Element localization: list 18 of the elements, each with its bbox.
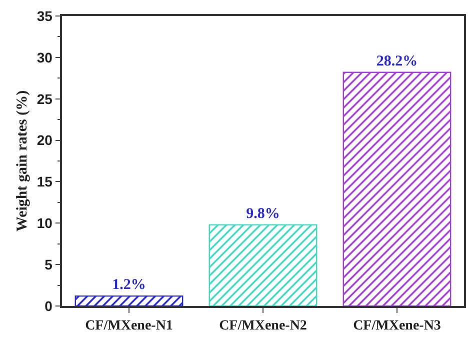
y-tick-label: 5 — [44, 256, 53, 272]
x-tick-label: CF/MXene-N1 — [85, 318, 173, 334]
y-tick-label: 0 — [44, 298, 53, 314]
y-axis-title: Weight gain rates (%) — [14, 90, 31, 232]
y-tick-label: 35 — [36, 8, 53, 24]
y-tick-label: 30 — [36, 49, 53, 66]
x-tick-label: CF/MXene-N3 — [353, 318, 441, 334]
data-label: 9.8% — [246, 206, 280, 222]
data-label: 1.2% — [112, 277, 146, 294]
bar — [342, 72, 452, 306]
y-tick-label: 15 — [36, 174, 53, 190]
y-tick-label: 10 — [36, 215, 53, 232]
y-tick-label: 20 — [36, 132, 53, 148]
bar — [208, 224, 318, 306]
data-label: 28.2% — [376, 53, 418, 70]
y-tick-label: 25 — [36, 90, 53, 107]
x-tick-label: CF/MXene-N2 — [219, 318, 307, 334]
bar — [74, 295, 184, 306]
